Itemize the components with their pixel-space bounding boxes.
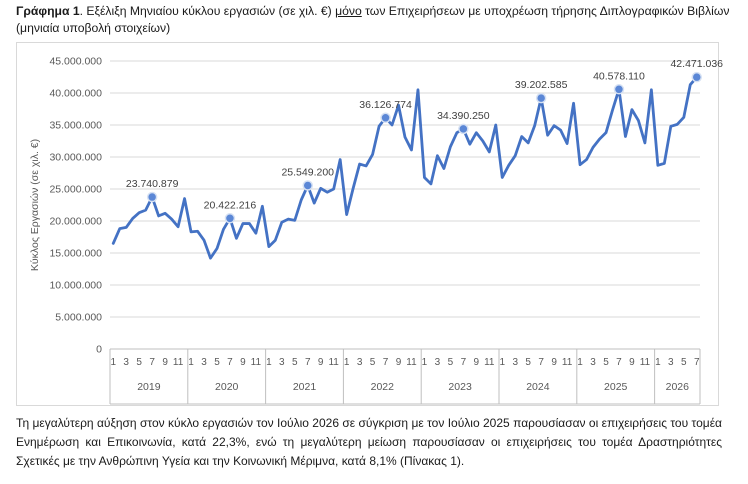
data-label: 42.471.036 <box>670 58 723 70</box>
y-tick-label: 5.000.000 <box>55 312 102 324</box>
x-tick-label-month: 1 <box>344 357 350 368</box>
y-tick-label: 40.000.000 <box>49 88 102 100</box>
x-tick-label-month: 11 <box>173 357 184 368</box>
y-axis-label: Κύκλος Εργασιών (σε χιλ. €) <box>29 139 41 271</box>
chart-caption: Γράφημα 1. Εξέλιξη Μηνιαίου κύκλου εργασ… <box>16 3 732 37</box>
x-tick-label-month: 11 <box>328 357 339 368</box>
x-tick-label-year: 2023 <box>448 381 472 393</box>
x-tick-label-month: 5 <box>370 357 376 368</box>
x-tick-label-month: 7 <box>461 357 467 368</box>
x-tick-label-month: 7 <box>538 357 544 368</box>
x-tick-label-month: 7 <box>383 357 389 368</box>
x-tick-label-month: 1 <box>655 357 661 368</box>
x-tick-label-month: 5 <box>214 357 220 368</box>
data-label: 23.740.879 <box>126 178 179 190</box>
data-label: 20.422.216 <box>204 199 257 211</box>
series-line <box>111 75 699 260</box>
x-tick-label-month: 11 <box>406 357 417 368</box>
x-tick-label-month: 11 <box>251 357 262 368</box>
x-tick-label-year: 2021 <box>293 381 317 393</box>
x-tick-label-month: 11 <box>484 357 495 368</box>
data-label: 40.578.110 <box>593 70 645 82</box>
data-point-marker <box>380 112 391 124</box>
y-axis-tick-labels: 0 5.000.000 10.000.000 15.000.000 20.000.000… <box>49 56 102 356</box>
x-tick-label-year: 2024 <box>526 381 550 393</box>
x-tick-label-month: 9 <box>240 357 246 368</box>
data-point-marker <box>535 92 547 104</box>
data-point-marker <box>458 123 469 135</box>
data-label: 34.390.250 <box>437 110 490 122</box>
x-tick-label-month: 5 <box>448 357 454 368</box>
data-label: 25.549.200 <box>281 166 334 178</box>
x-tick-label-month: 3 <box>590 357 596 368</box>
x-tick-label-year: 2022 <box>371 381 395 393</box>
x-tick-label-month: 5 <box>681 357 687 368</box>
series-turnover <box>111 75 699 260</box>
x-tick-label-month: 9 <box>396 357 402 368</box>
x-tick-label-month: 1 <box>266 357 272 368</box>
x-tick-label-month: 3 <box>201 357 207 368</box>
caption-emphasis: μόνο <box>335 4 362 18</box>
x-tick-label-month: 7 <box>694 357 700 368</box>
x-tick-label-month: 3 <box>279 357 285 368</box>
data-annotations: 23.740.879 20.422.216 25.549.200 36.126.774… <box>126 58 723 224</box>
x-tick-label-month: 9 <box>318 357 324 368</box>
x-tick-label-month: 3 <box>123 357 129 368</box>
x-tick-label-year: 2025 <box>604 381 628 393</box>
y-tick-label: 35.000.000 <box>49 120 102 132</box>
line-chart: 0 5.000.000 10.000.000 15.000.000 20.000.000… <box>29 56 723 405</box>
x-tick-label-month: 7 <box>305 357 311 368</box>
y-tick-label: 15.000.000 <box>49 248 102 260</box>
x-tick-label-month: 1 <box>577 357 583 368</box>
x-tick-label-month: 5 <box>603 357 609 368</box>
data-point-marker <box>613 84 625 95</box>
chart-frame <box>16 42 719 406</box>
x-tick-label-month: 1 <box>499 357 505 368</box>
x-tick-label-month: 9 <box>629 357 635 368</box>
x-tick-label-year: 2019 <box>137 381 161 393</box>
data-point-marker <box>224 213 236 224</box>
x-tick-label-month: 1 <box>422 357 428 368</box>
y-tick-label: 45.000.000 <box>49 56 102 68</box>
x-tick-label-month: 1 <box>188 357 194 368</box>
caption-text-before: . Εξέλιξη Μηνιαίου κύκλου εργασιών (σε χ… <box>79 4 336 18</box>
y-tick-label: 0 <box>96 344 102 356</box>
gridlines <box>110 60 700 318</box>
x-tick-label-month: 3 <box>357 357 363 368</box>
data-label: 36.126.774 <box>359 99 412 111</box>
x-tick-label-month: 5 <box>525 357 531 368</box>
data-point-marker <box>691 71 703 83</box>
y-tick-label: 20.000.000 <box>49 216 102 228</box>
footer-paragraph: Τη μεγαλύτερη αύξηση στον κύκλο εργασιών… <box>16 416 722 468</box>
x-tick-label-month: 5 <box>292 357 298 368</box>
y-tick-label: 25.000.000 <box>49 184 102 196</box>
x-tick-label-month: 7 <box>149 357 155 368</box>
x-tick-label-month: 3 <box>668 357 674 368</box>
y-tick-label: 10.000.000 <box>49 280 102 292</box>
x-tick-label-year: 2020 <box>215 381 239 393</box>
y-tick-label: 30.000.000 <box>49 152 102 164</box>
x-tick-label-month: 7 <box>227 357 233 368</box>
x-tick-label-month: 11 <box>562 357 573 368</box>
data-label: 39.202.585 <box>515 79 568 91</box>
caption-text-after: των Επιχειρήσεων με υποχρέωση τήρησης Δι… <box>16 4 730 35</box>
data-point-marker <box>146 191 158 203</box>
x-tick-label-month: 1 <box>110 357 116 368</box>
x-tick-label-month: 11 <box>640 357 651 368</box>
x-tick-label-month: 9 <box>162 357 168 368</box>
data-point-marker <box>302 180 313 191</box>
x-tick-label-month: 3 <box>435 357 441 368</box>
x-tick-label-year: 2026 <box>666 381 690 393</box>
caption-label: Γράφημα 1 <box>16 4 80 18</box>
x-tick-label-month: 5 <box>136 357 142 368</box>
x-tick-label-month: 3 <box>512 357 518 368</box>
x-tick-label-month: 9 <box>551 357 557 368</box>
x-tick-label-month: 7 <box>616 357 622 368</box>
x-tick-label-month: 9 <box>474 357 480 368</box>
